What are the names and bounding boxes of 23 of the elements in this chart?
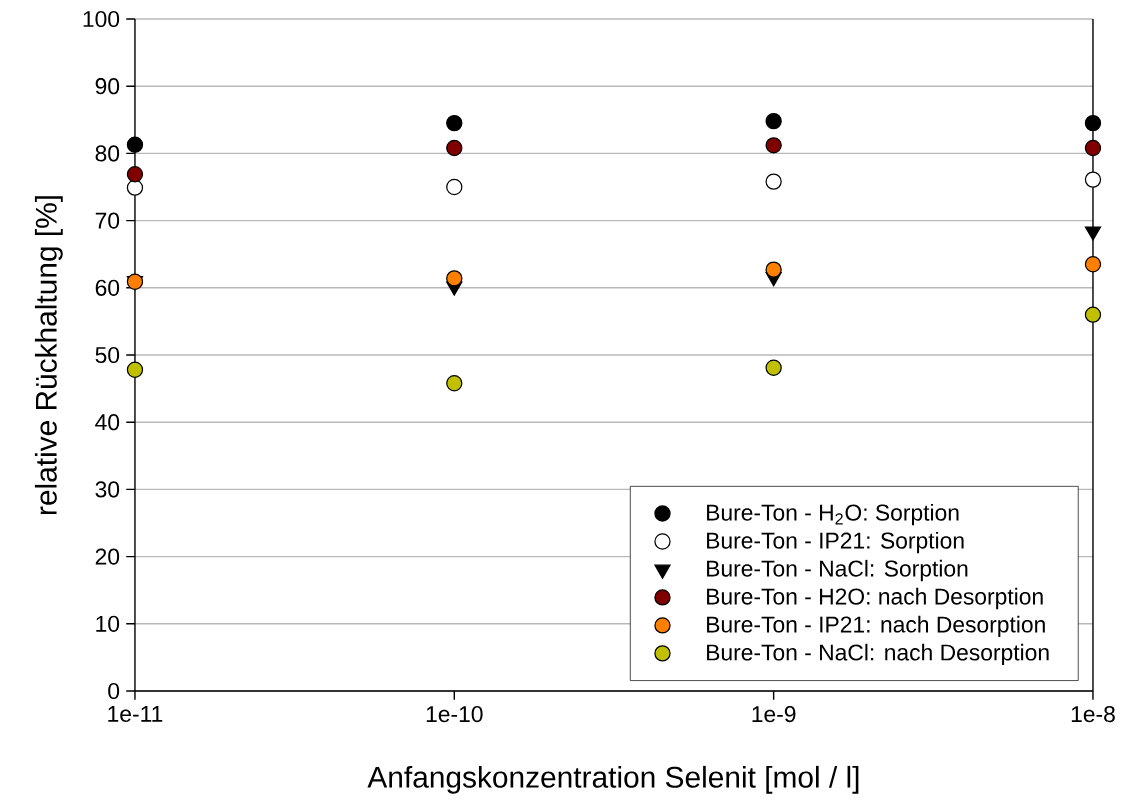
y-axis-title: relative Rückhaltung [%] (34, 196, 63, 515)
legend-label: Bure-Ton - H2O: nach Desorption (707, 587, 1043, 610)
legend-label: Bure-Ton - NaCl: nach Desorption (707, 643, 1049, 666)
x-tick-label: 1e-10 (426, 705, 483, 723)
legend-label: Bure-Ton - NaCl: Sorption (707, 559, 968, 582)
x-tick-label: 1e-8 (1071, 705, 1115, 723)
y-tick-label: 20 (95, 548, 120, 565)
x-axis-title: Anfangskonzentration Selenit [mol / l] (367, 765, 859, 794)
legend-label: Bure-Ton - H$_{2}$O: Sorption (707, 503, 959, 526)
y-tick-label: 10 (96, 615, 120, 632)
y-tick-label: 60 (95, 279, 120, 296)
x-tick-label: 1e-9 (752, 705, 796, 723)
y-tick-label: 50 (95, 346, 120, 364)
y-tick-label: 90 (95, 78, 120, 95)
y-tick-label: 100 (83, 10, 120, 28)
y-tick-label: 40 (95, 414, 120, 431)
x-tick-label: 1e-11 (108, 706, 163, 722)
legend-label: Bure-Ton - IP21: Sorption (707, 531, 964, 554)
legend-label: Bure-Ton - IP21: nach Desorption (707, 615, 1045, 638)
y-tick-label: 0 (108, 682, 120, 700)
y-tick-label: 70 (95, 212, 120, 229)
y-tick-label: 30 (95, 481, 120, 498)
y-tick-label: 80 (95, 145, 120, 162)
